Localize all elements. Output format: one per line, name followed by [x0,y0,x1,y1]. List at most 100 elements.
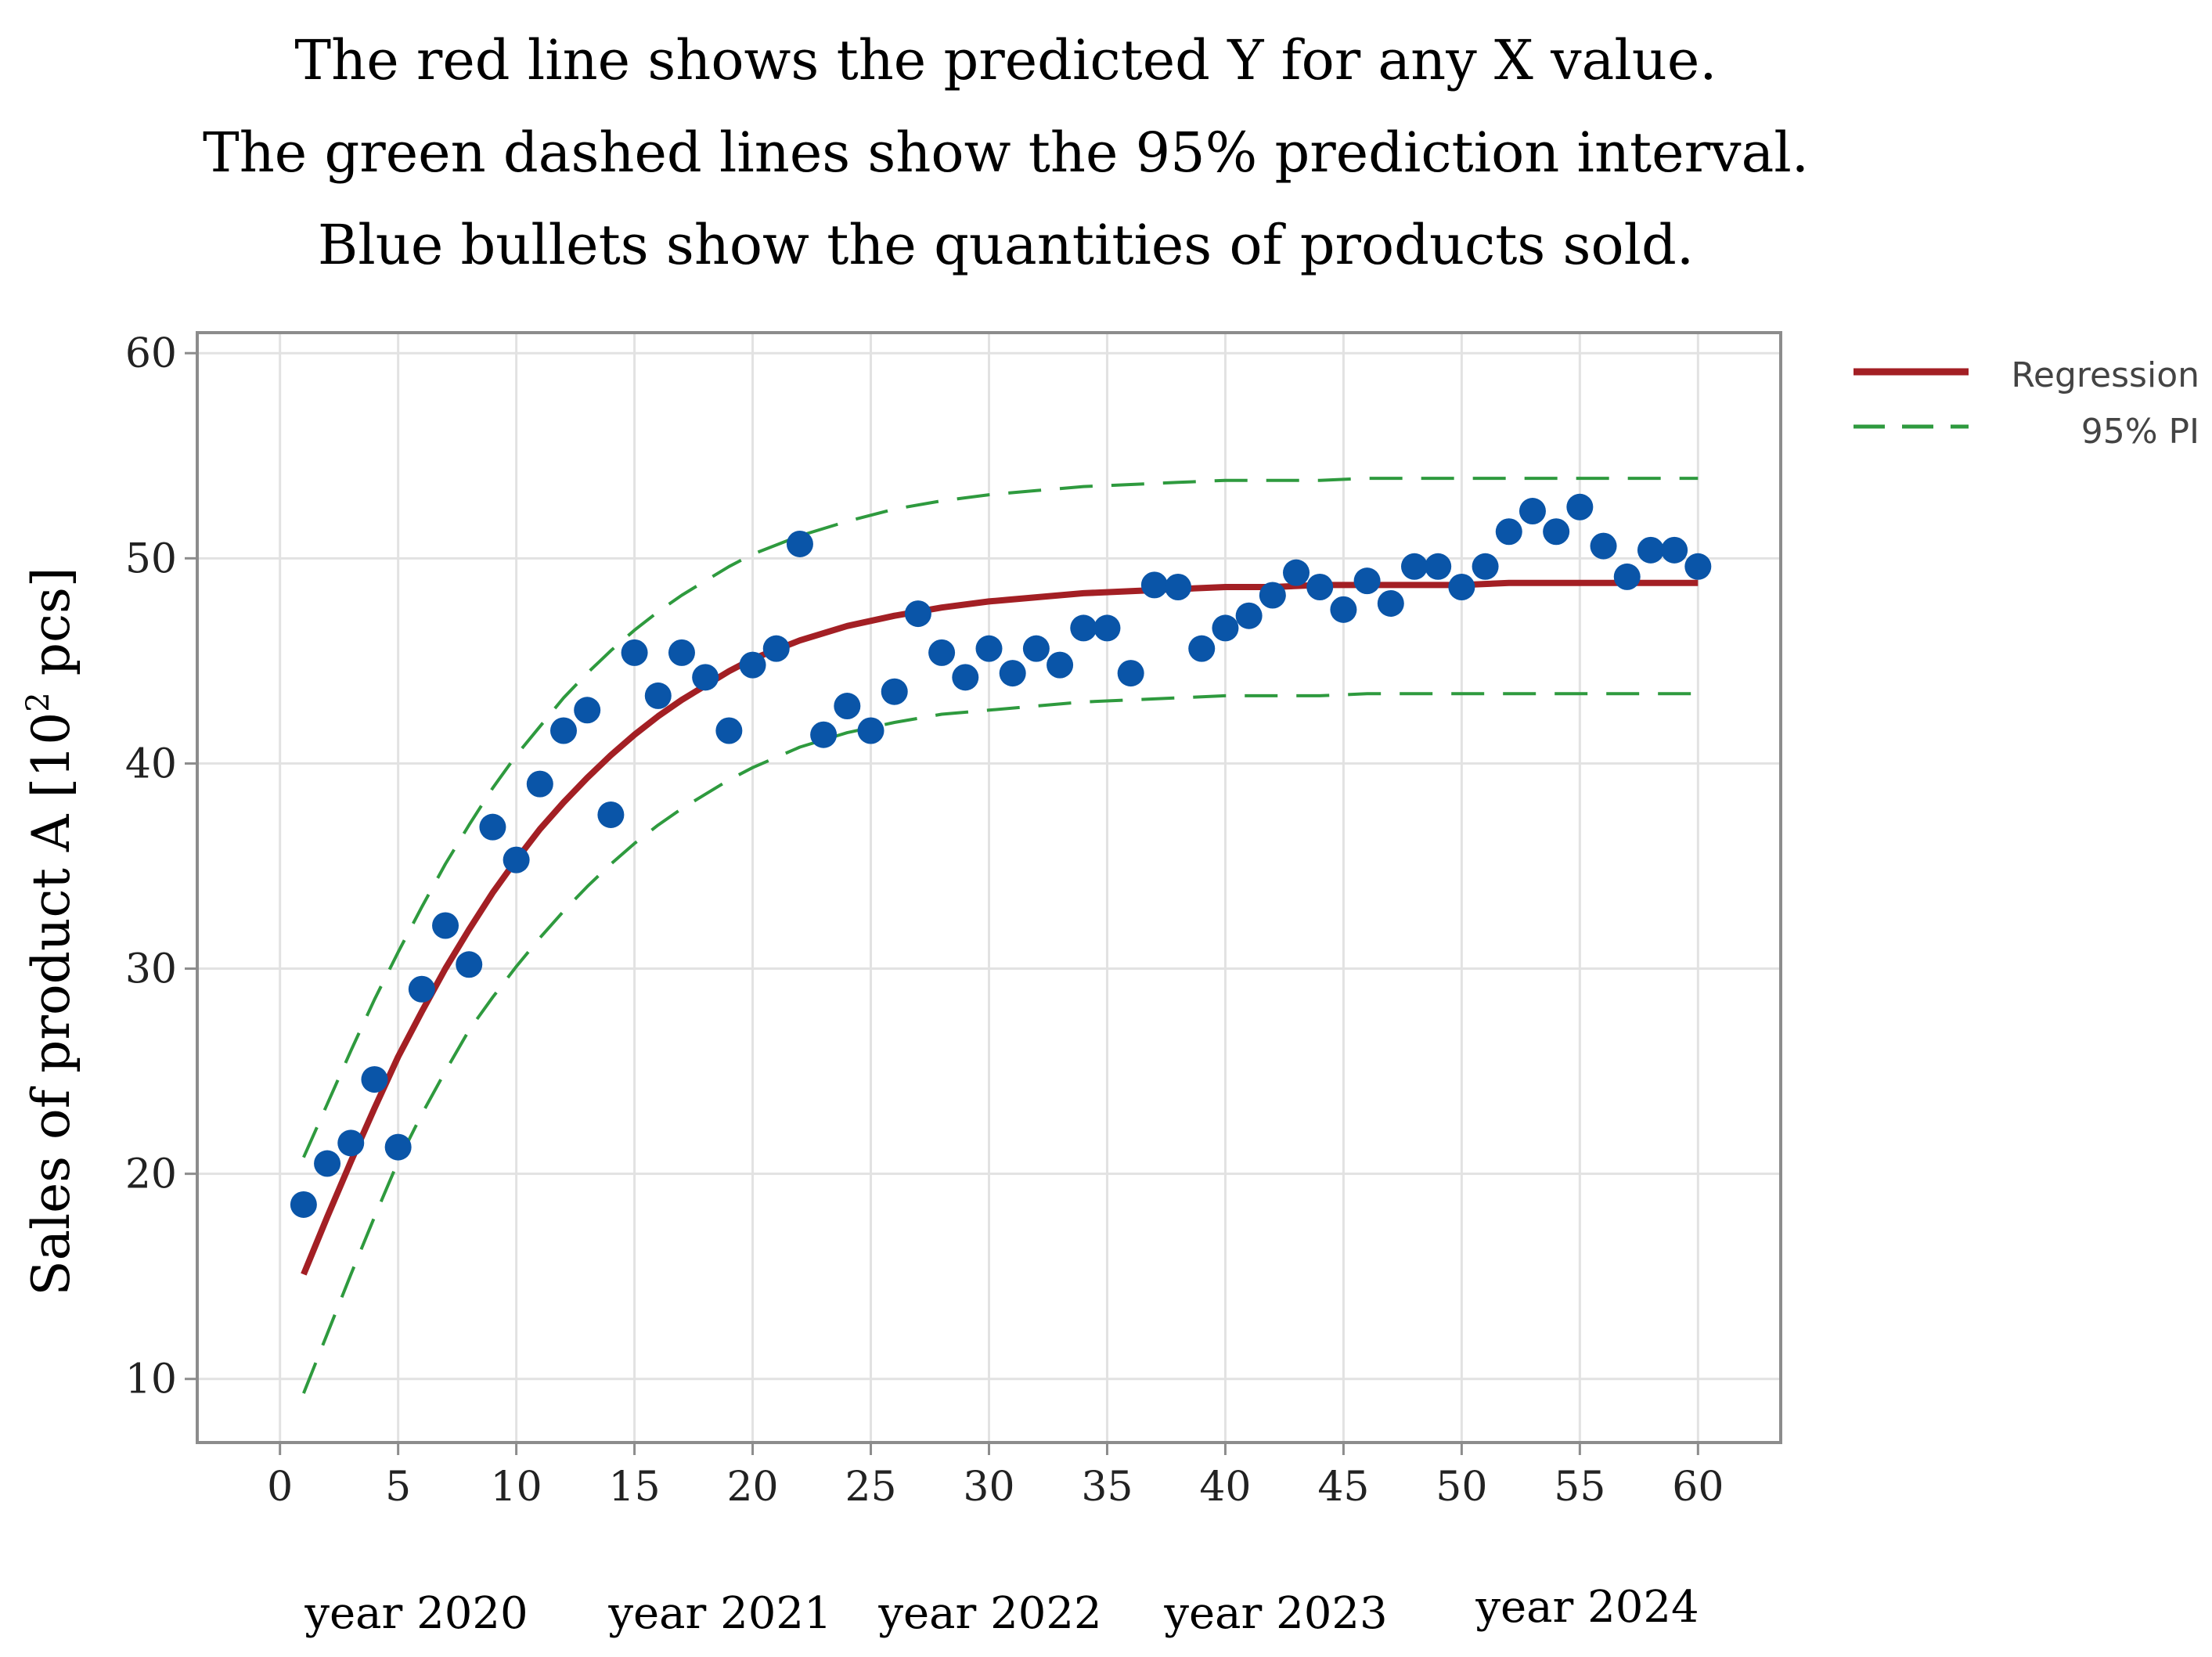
data-point-48 [1400,553,1428,580]
data-point-18 [692,664,719,691]
data-point-2 [314,1150,341,1177]
x-tick-label-25: 25 [845,1464,896,1511]
data-point-5 [384,1133,412,1161]
data-point-31 [999,660,1026,687]
data-point-53 [1518,498,1546,525]
data-point-16 [644,682,672,709]
title-line-3: Blue bullets show the quantities of prod… [317,213,1695,277]
data-point-35 [1093,614,1121,642]
data-point-19 [715,717,743,744]
y-axis-label-superscript: 2 [20,692,56,711]
chart-title-block: The red line shows the predicted Y for a… [0,14,2012,291]
data-point-30 [975,635,1003,662]
data-point-49 [1425,553,1452,580]
y-axis-label-main: Sales of product A [10 [21,712,81,1296]
y-axis-label: Sales of product A [102 pcs] [20,567,81,1295]
data-point-44 [1306,574,1334,601]
data-point-25 [857,717,884,744]
year-label-2021: year 2021 [607,1588,831,1639]
y-axis-label-unit: pcs] [21,567,81,692]
x-tick-label-5: 5 [385,1464,411,1511]
x-tick-label-55: 55 [1554,1464,1605,1511]
x-tick-label-60: 60 [1672,1464,1724,1511]
data-point-1 [290,1191,317,1218]
data-point-20 [739,651,766,679]
data-point-33 [1047,651,1074,679]
x-tick-label-50: 50 [1436,1464,1487,1511]
data-point-11 [526,770,553,798]
data-point-41 [1235,602,1263,629]
legend-pi-label: 95% PI [2081,412,2199,452]
x-tick-label-40: 40 [1199,1464,1251,1511]
data-point-34 [1070,614,1097,642]
y-axis-ticks: 10 20 30 40 50 60 [125,330,197,1403]
data-points [290,493,1712,1218]
data-point-3 [337,1129,365,1157]
95-pi-lower-line [302,692,1699,1394]
y-tick-label-30: 30 [125,946,177,993]
data-point-58 [1637,536,1664,564]
data-point-14 [597,801,625,828]
data-point-45 [1330,596,1357,623]
data-point-28 [928,639,956,666]
title-line-1: The red line shows the predicted Y for a… [294,28,1717,92]
year-label-2024: year 2024 [1475,1582,1699,1633]
grid-lines [197,333,1781,1443]
x-tick-label-10: 10 [491,1464,542,1511]
x-axis-ticks: 0 5 10 15 20 25 30 35 40 45 50 55 60 [267,1443,1724,1511]
data-point-60 [1684,553,1712,580]
data-point-32 [1022,635,1050,662]
data-point-12 [550,717,578,744]
data-point-43 [1283,559,1310,586]
data-point-57 [1613,563,1641,590]
data-point-37 [1140,571,1168,599]
data-point-55 [1566,493,1594,521]
regression-line [301,579,1699,1276]
x-tick-label-0: 0 [267,1464,293,1511]
year-label-2023: year 2023 [1163,1588,1387,1639]
data-point-15 [621,639,648,666]
data-point-39 [1188,635,1216,662]
data-point-56 [1590,532,1617,560]
data-point-17 [668,639,695,666]
legend: Regression 95% PI [1854,355,2199,452]
data-point-29 [952,664,979,691]
year-label-2022: year 2022 [877,1588,1101,1639]
y-tick-label-50: 50 [125,535,177,582]
x-tick-label-35: 35 [1081,1464,1133,1511]
data-point-27 [904,600,931,628]
title-line-2: The green dashed lines show the 95% pred… [203,121,1809,185]
x-tick-label-20: 20 [726,1464,778,1511]
data-point-50 [1448,574,1475,601]
data-point-10 [503,846,530,874]
x-tick-label-30: 30 [963,1464,1014,1511]
x-tick-label-15: 15 [609,1464,661,1511]
data-point-40 [1212,614,1239,642]
data-point-47 [1377,589,1404,617]
y-tick-label-60: 60 [125,330,177,377]
data-point-13 [574,697,601,724]
data-point-42 [1259,582,1286,609]
data-point-4 [361,1066,388,1093]
95-pi-upper-line [302,477,1699,1158]
data-point-21 [762,635,790,662]
data-point-36 [1117,660,1144,687]
data-point-9 [479,813,506,841]
data-point-23 [810,721,838,748]
data-point-26 [881,678,908,705]
data-point-46 [1353,567,1381,595]
year-label-2020: year 2020 [304,1588,528,1639]
data-point-7 [432,912,459,939]
y-tick-label-40: 40 [125,740,177,787]
data-point-22 [786,530,813,557]
legend-regression-label: Regression [2011,355,2199,395]
data-point-52 [1495,518,1522,546]
data-point-54 [1543,518,1570,546]
data-point-51 [1472,553,1499,580]
x-tick-label-45: 45 [1317,1464,1369,1511]
data-point-38 [1165,574,1192,601]
data-point-8 [456,951,483,978]
series-lines [301,477,1699,1394]
data-point-6 [408,975,435,1003]
